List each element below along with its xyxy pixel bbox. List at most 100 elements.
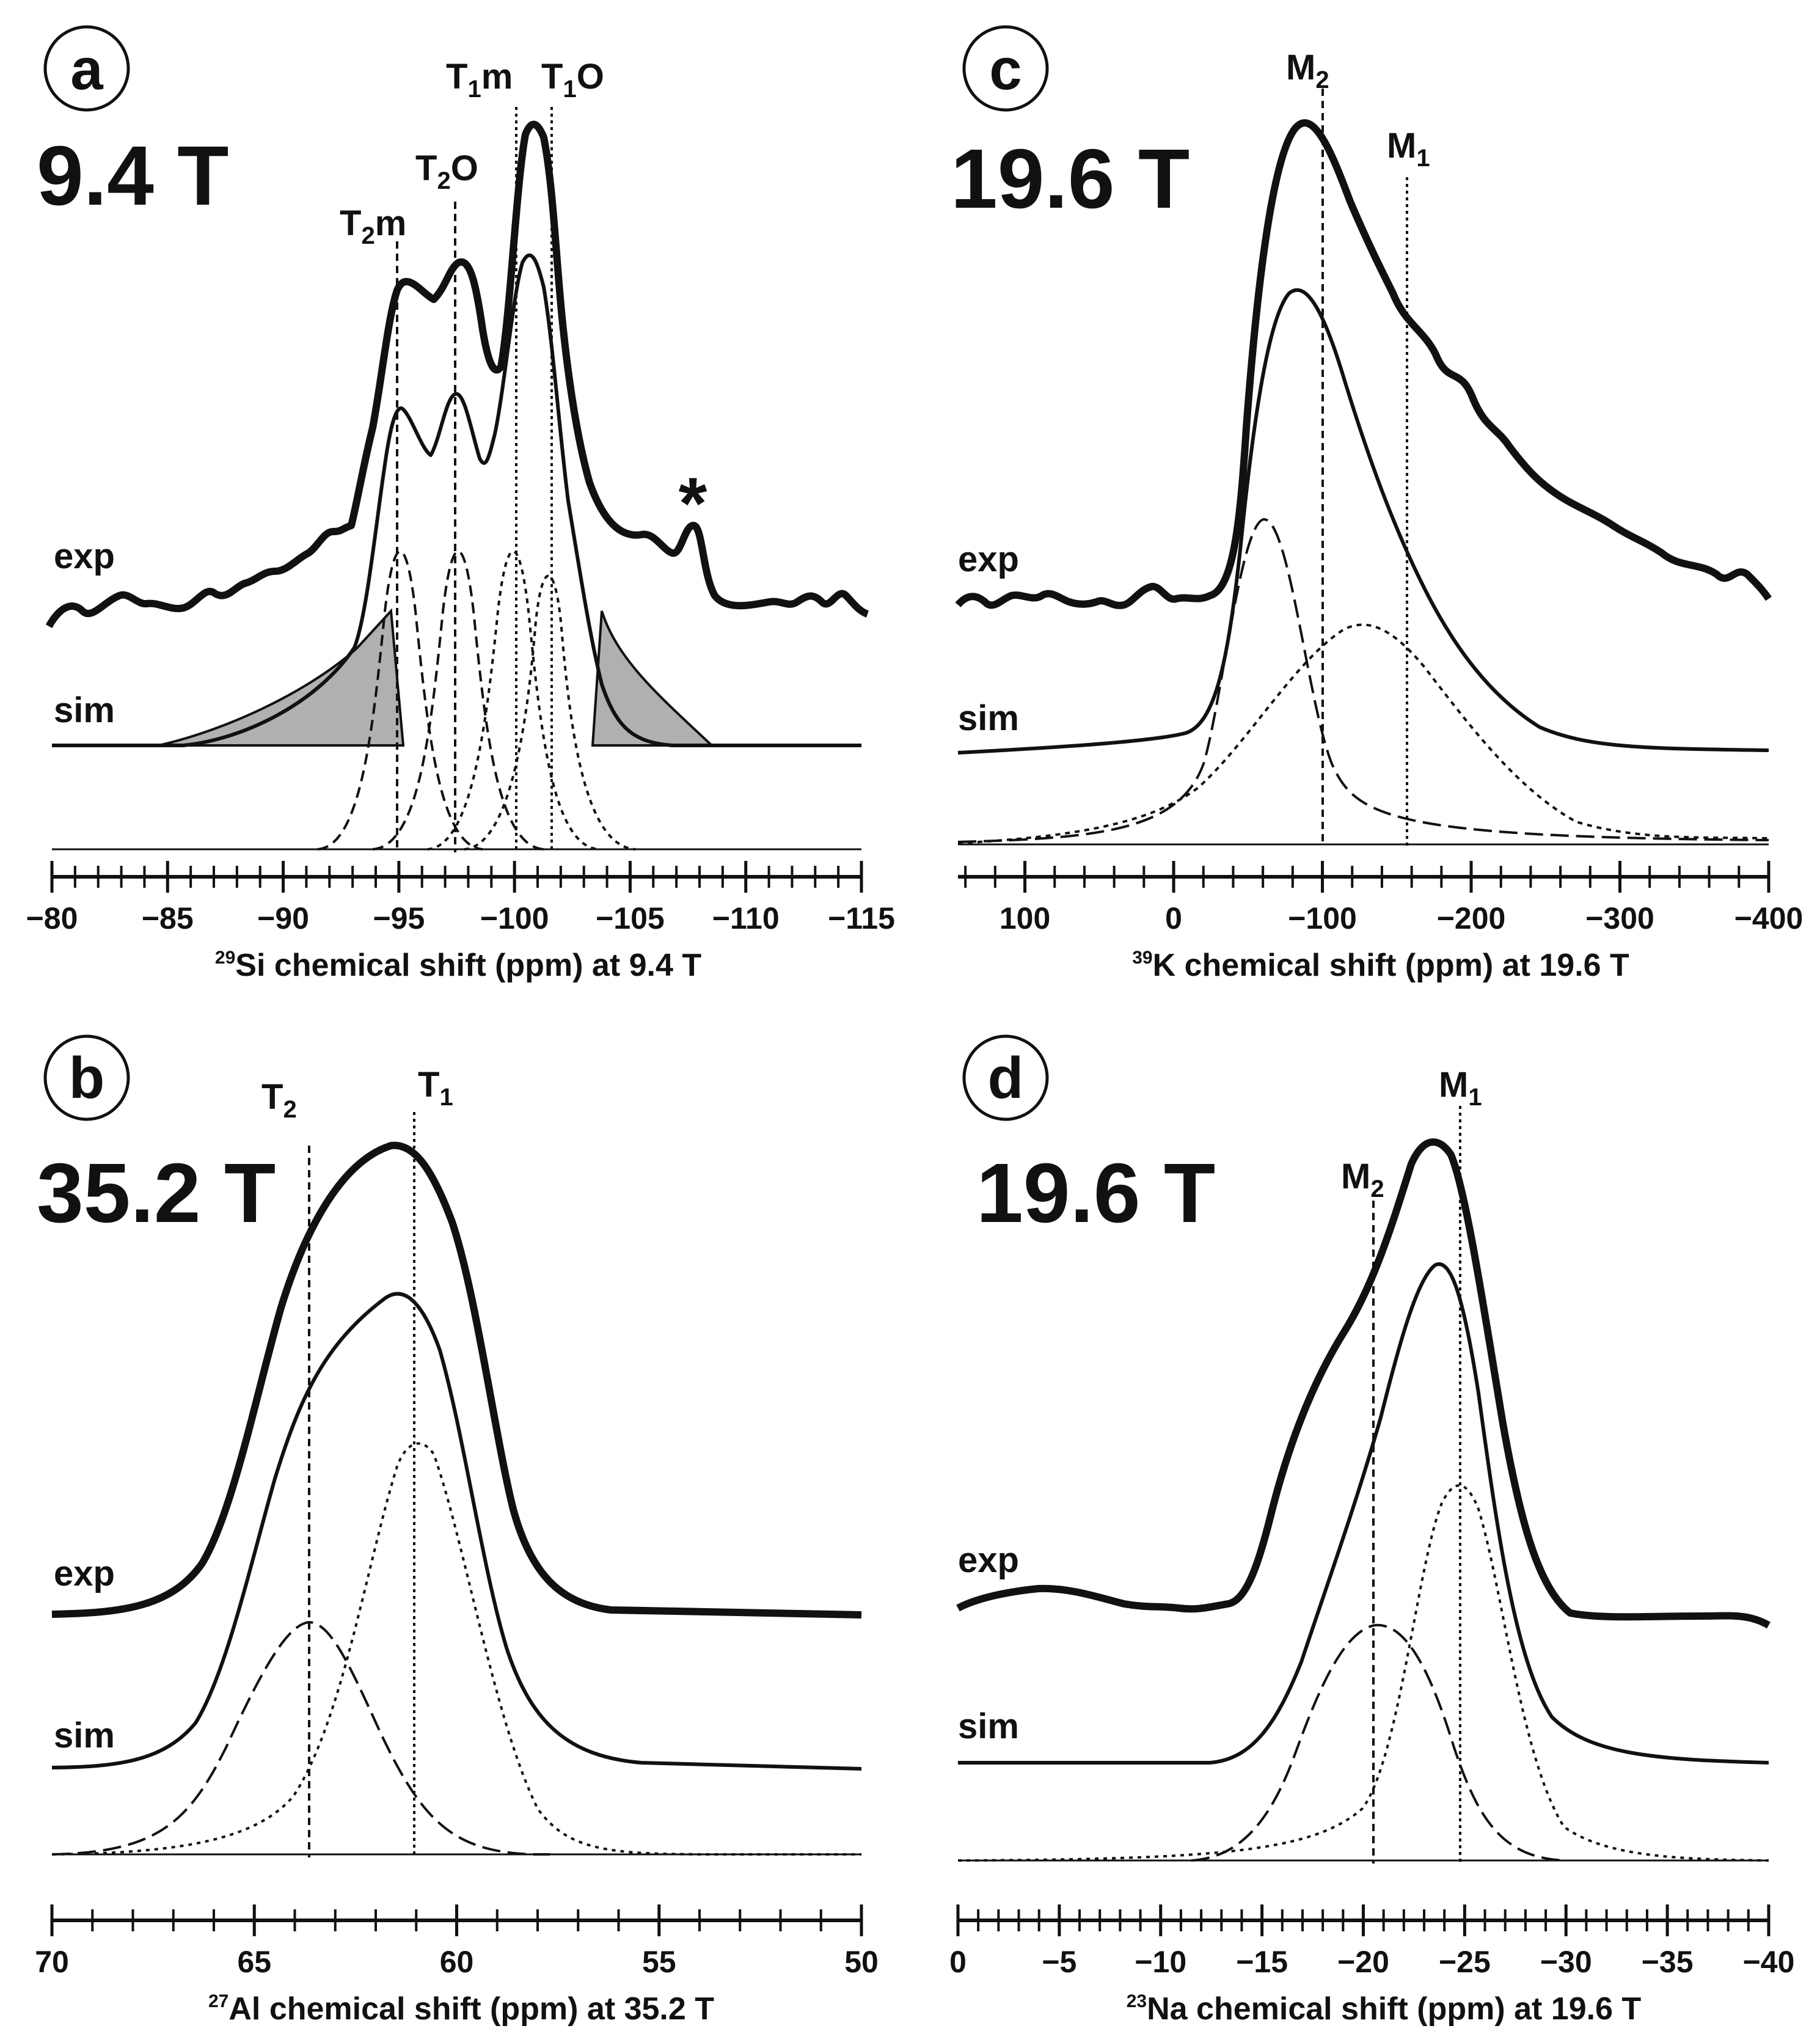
panel-d-tick-label: −15 xyxy=(1236,1945,1288,1979)
panel-a-tick-label: −110 xyxy=(712,901,780,935)
svg-text:T1: T1 xyxy=(418,1065,453,1111)
panel-b-field-strength: 35.2 T xyxy=(37,1146,276,1240)
panel-b-exp-trace xyxy=(51,1141,862,1619)
panel-d-component-m2 xyxy=(1191,1623,1565,1862)
panel-d-exp-label: exp xyxy=(958,1540,1019,1580)
panel-b-sim-label: sim xyxy=(54,1716,115,1755)
panel-a-letter-circle xyxy=(43,25,130,112)
panel-c-component-m2 xyxy=(957,518,1769,843)
svg-text:T2: T2 xyxy=(261,1077,297,1123)
panel-d-letter-circle xyxy=(962,1034,1049,1121)
panel-b-x-axis: 70 65 60 55 50 xyxy=(35,1904,879,1979)
panel-d-tick-label: −5 xyxy=(1042,1945,1076,1979)
panel-a-letter: a xyxy=(70,37,103,102)
panel-c-letter-circle xyxy=(962,25,1049,112)
panel-b-sim-trace xyxy=(51,1292,862,1771)
panel-c-tick-label: 100 xyxy=(1000,901,1050,935)
panel-b-site-label-t2: T2 xyxy=(261,1077,297,1123)
panel-c-site-label-m1: M1 xyxy=(1387,126,1430,172)
panel-c-site-label-m2: M2 xyxy=(1286,48,1329,93)
svg-text:M1: M1 xyxy=(1439,1065,1482,1111)
panel-b-tick-label: 60 xyxy=(440,1945,474,1979)
panel-a-site-label-t2m: T2m xyxy=(340,203,406,249)
panel-b-component-t1 xyxy=(51,1442,861,1856)
panel-c-tick-label: −200 xyxy=(1437,901,1506,935)
panel-d-tick-label: −35 xyxy=(1642,1945,1694,1979)
panel-a-shaded-background-right xyxy=(591,610,715,747)
panel-c: c 19.6 T exp sim M2 M1 100 0 −100 −200 −300 −… xyxy=(951,25,1803,983)
panel-d-exp-trace xyxy=(956,1138,1771,1629)
panel-c-exp-label: exp xyxy=(958,540,1019,579)
panel-c-x-axis: 100 0 −100 −200 −300 −400 xyxy=(958,861,1803,935)
panel-c-x-axis-title: 39K chemical shift (ppm) at 19.6 T xyxy=(1132,948,1629,983)
panel-d-x-axis: 0 −5 −10 −15 −20 −25 −30 −35 −40 xyxy=(949,1904,1794,1979)
panel-a-exp-trace xyxy=(45,120,869,629)
panel-a-site-label-t1o: T1O xyxy=(541,57,604,103)
panel-c-exp-trace xyxy=(955,119,1772,609)
panel-c-sim-label: sim xyxy=(958,698,1019,738)
panel-d-tick-label: −40 xyxy=(1743,1945,1795,1979)
panel-d-tick-label: −10 xyxy=(1135,1945,1186,1979)
panel-c-component-m1 xyxy=(957,623,1769,844)
panel-d-component-m1 xyxy=(957,1484,1769,1862)
panel-a-x-axis-title: 29Si chemical shift (ppm) at 9.4 T xyxy=(215,948,701,983)
panel-a-sim-trace xyxy=(52,253,861,747)
panel-a-component-t1o xyxy=(464,574,636,851)
panel-c-tick-label: −400 xyxy=(1734,901,1804,935)
panel-b-exp-label: exp xyxy=(54,1554,115,1593)
panel-b-site-label-t1: T1 xyxy=(418,1065,453,1111)
panel-a-exp-label: exp xyxy=(54,536,115,576)
svg-text:T2m: T2m xyxy=(340,203,406,249)
svg-text:M1: M1 xyxy=(1387,126,1430,172)
svg-text:M2: M2 xyxy=(1286,48,1329,93)
panel-b-tick-label: 55 xyxy=(642,1945,676,1979)
panel-b-tick-label: 70 xyxy=(35,1945,69,1979)
panel-d-tick-label: −30 xyxy=(1540,1945,1592,1979)
panel-a-tick-label: −80 xyxy=(26,901,78,935)
panel-d-letter: d xyxy=(988,1045,1024,1111)
panel-a-tick-label: −85 xyxy=(142,901,194,935)
panel-a-shaded-background xyxy=(158,608,405,747)
panel-a-tick-label: −95 xyxy=(373,901,425,935)
panel-d-tick-label: −25 xyxy=(1439,1945,1491,1979)
panel-a-field-strength: 9.4 T xyxy=(37,129,228,223)
panel-c-sim-trace xyxy=(957,288,1769,755)
panel-a-sim-label: sim xyxy=(54,690,115,730)
panel-d-site-label-m1: M1 xyxy=(1439,1065,1482,1111)
panel-d-sim-trace xyxy=(958,1262,1769,1765)
panel-a-tick-label: −105 xyxy=(596,901,665,935)
panel-b-component-t2 xyxy=(51,1620,550,1856)
panel-d-site-label-m2: M2 xyxy=(1341,1157,1384,1202)
panel-b-x-axis-title: 27Al chemical shift (ppm) at 35.2 T xyxy=(208,1991,714,2027)
panel-a: a 9.4 T exp sim * T2m T2O T1m xyxy=(26,25,895,983)
panel-d-sim-label: sim xyxy=(958,1707,1019,1746)
svg-text:M2: M2 xyxy=(1341,1157,1384,1202)
panel-c-tick-label: −300 xyxy=(1585,901,1654,935)
svg-text:T1m: T1m xyxy=(446,57,513,103)
panel-c-tick-label: 0 xyxy=(1165,901,1182,935)
panel-d: d 19.6 T exp sim M2 M1 0 −5 −10 −15 −20 −25 −3… xyxy=(949,1034,1794,2027)
panel-d-tick-label: 0 xyxy=(949,1945,967,1979)
panel-a-tick-label: −90 xyxy=(257,901,309,935)
panel-b: b 35.2 T exp sim T2 T1 70 65 60 55 50 27Al c… xyxy=(35,1034,879,2027)
panel-b-tick-label: 50 xyxy=(844,1945,879,1979)
panel-a-x-axis: −80 −85 −90 −95 −100 −105 −110 −115 xyxy=(26,861,895,935)
svg-text:T1O: T1O xyxy=(541,57,604,103)
panel-b-tick-label: 65 xyxy=(237,1945,271,1979)
panel-a-tick-label: −100 xyxy=(480,901,549,935)
panel-a-component-t1m xyxy=(427,550,599,851)
panel-d-x-axis-title: 23Na chemical shift (ppm) at 19.6 T xyxy=(1127,1991,1642,2027)
panel-c-tick-label: −100 xyxy=(1288,901,1357,935)
panel-d-field-strength: 19.6 T xyxy=(976,1146,1215,1240)
panel-a-site-label-t2o: T2O xyxy=(415,148,478,194)
panel-a-tick-label: −115 xyxy=(828,901,895,935)
panel-a-component-t2m xyxy=(317,550,483,851)
panel-b-letter: b xyxy=(69,1045,105,1111)
panel-c-letter: c xyxy=(989,37,1021,102)
svg-text:T2O: T2O xyxy=(415,148,478,194)
panel-a-site-label-t1m: T1m xyxy=(446,57,513,103)
panel-c-field-strength: 19.6 T xyxy=(951,132,1190,226)
panel-d-tick-label: −20 xyxy=(1337,1945,1389,1979)
panel-b-letter-circle xyxy=(43,1034,130,1121)
